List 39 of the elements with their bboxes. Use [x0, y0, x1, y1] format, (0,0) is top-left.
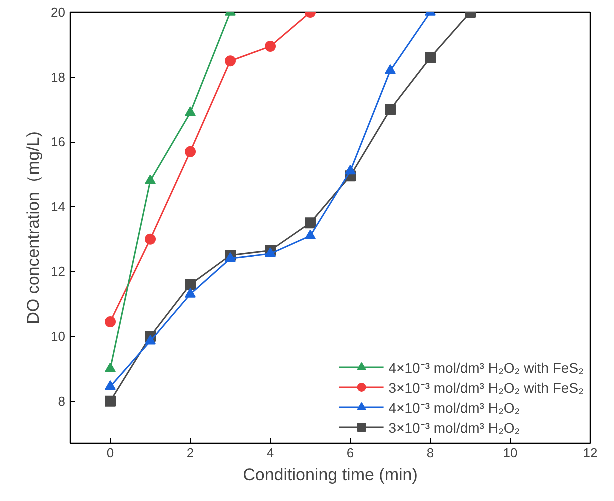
x-tick-label: 8 [426, 446, 434, 460]
point [105, 316, 116, 328]
point [105, 362, 116, 372]
point [225, 56, 236, 67]
legend-label: 4×10⁻³ mol/dm³ H₂O₂ with FeS₂ [388, 358, 584, 376]
point [105, 396, 116, 407]
point [185, 279, 196, 290]
x-tick-label: 0 [106, 446, 114, 460]
point [145, 335, 156, 345]
point [265, 248, 276, 258]
point [265, 41, 276, 52]
legend-label: 3×10⁻³ mol/dm³ H₂O₂ with FeS₂ [388, 378, 584, 396]
x-tick-label: 10 [503, 446, 518, 460]
y-tick-label: 8 [58, 394, 66, 409]
x-axis-title: Conditioning time (min) [243, 466, 418, 484]
point [105, 380, 116, 390]
y-tick-label: 18 [51, 70, 66, 85]
legend-label: 3×10⁻³ mol/dm³ H₂O₂ [388, 418, 520, 436]
x-tick-label: 4 [266, 446, 274, 460]
point [225, 252, 236, 262]
point [185, 146, 196, 158]
point [385, 104, 396, 116]
point [185, 288, 196, 298]
y-tick-label: 10 [51, 329, 66, 344]
legend-label: 4×10⁻³ mol/dm³ H₂O₂ [388, 398, 520, 416]
y-tick-label: 16 [51, 134, 66, 150]
x-tick-label: 2 [186, 446, 194, 460]
x-tick-label: 12 [583, 446, 598, 460]
y-tick-label: 12 [51, 264, 66, 280]
y-tick-label: 14 [51, 199, 66, 214]
x-tick-label: 6 [346, 446, 354, 460]
point [145, 174, 156, 184]
y-tick-label: 20 [51, 5, 66, 20]
point [345, 165, 356, 175]
point [145, 234, 156, 245]
point [425, 52, 436, 64]
point [305, 218, 316, 229]
point [305, 230, 316, 240]
y-axis-title: DO concentration（mg/L) [24, 132, 44, 324]
